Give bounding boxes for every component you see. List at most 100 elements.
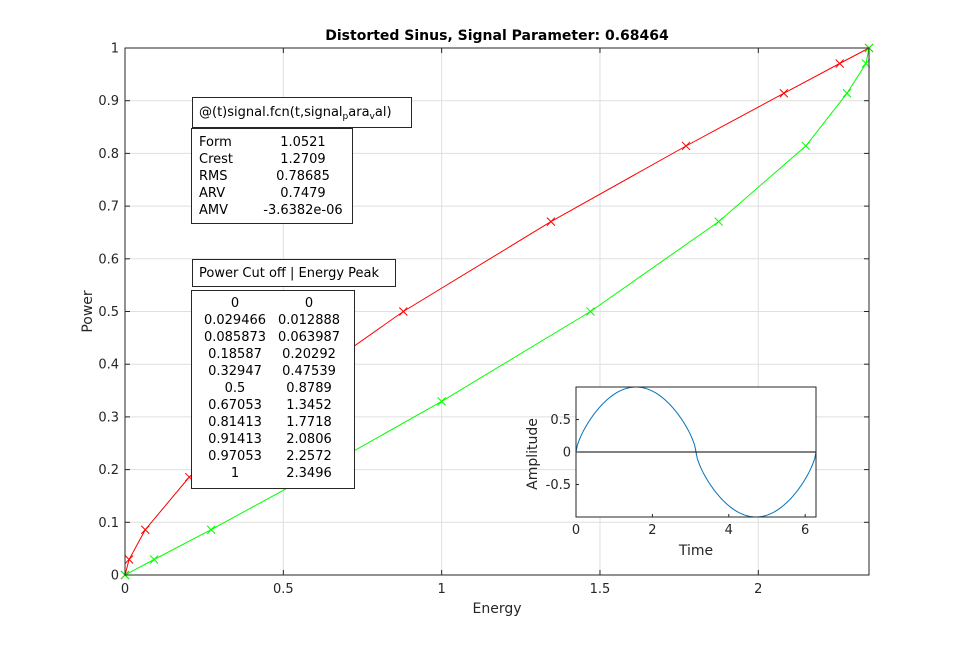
function-title-sub-1: p	[342, 112, 349, 122]
cutoff-energy: 0.8789	[286, 381, 332, 396]
x-tick-label: 0	[121, 582, 129, 597]
cutoff-energy: 2.2572	[286, 449, 332, 464]
cutoff-title-box: Power Cut off | Energy Peak	[192, 259, 396, 287]
stat-row-rms: RMS 0.78685	[199, 168, 352, 185]
series-1-marker	[398, 307, 408, 316]
cutoff-power: 0.029466	[203, 313, 267, 328]
cutoff-power: 0.67053	[208, 398, 262, 413]
inset-axes-box	[575, 386, 817, 518]
function-title-part-1: @(t)signal.fcn(t,signal	[199, 105, 343, 120]
cutoff-row: 0.32947 0.47539	[198, 363, 354, 380]
cutoff-energy: 2.0806	[286, 432, 332, 447]
series-1-marker	[140, 525, 150, 535]
y-tick-label: 0	[111, 569, 119, 584]
cutoff-energy: 1.3452	[286, 398, 332, 413]
series-2-marker	[206, 525, 216, 535]
inset-y-tick-label: 0.5	[550, 413, 571, 428]
series-2-marker	[801, 141, 811, 151]
cutoff-row: 0.5 0.8789	[198, 380, 354, 397]
stat-row-arv: ARV 0.7479	[199, 185, 352, 202]
cutoff-row: 0.18587 0.20292	[198, 346, 354, 363]
stat-value: 1.0521	[280, 135, 326, 150]
cutoff-energy: 2.3496	[286, 466, 332, 481]
y-tick-label: 1	[111, 42, 119, 57]
cutoff-power: 0.5	[224, 381, 246, 396]
inset-y-tick-label: -0.5	[546, 478, 571, 493]
cutoff-row: 1 2.3496	[198, 465, 354, 482]
series-2-marker	[149, 555, 159, 564]
function-title-part-2: ara	[348, 105, 370, 120]
series-2-marker	[437, 397, 447, 406]
x-tick-label: 1.5	[590, 582, 611, 597]
stat-name: RMS	[199, 169, 228, 184]
y-axis-label: Power	[80, 290, 96, 333]
cutoff-power: 0	[230, 296, 240, 311]
y-tick-label: 0.1	[98, 516, 119, 531]
series-1-marker	[835, 59, 845, 68]
inset-x-tick-label: 0	[572, 523, 580, 538]
y-tick-label: 0.6	[98, 252, 119, 267]
stat-name: ARV	[199, 186, 226, 201]
y-tick-label: 0.2	[98, 463, 119, 478]
stat-row-crest: Crest 1.2709	[199, 151, 352, 168]
function-title-sub-2: v	[369, 112, 375, 122]
inset-y-axis-label: Amplitude	[525, 418, 541, 490]
y-tick-label: 0.5	[98, 305, 119, 320]
y-tick-label: 0.8	[98, 147, 119, 162]
y-tick-label: 0.7	[98, 200, 119, 215]
cutoff-power: 0.91413	[208, 432, 262, 447]
series-2-marker	[586, 307, 595, 316]
inset-axes: 0 2 4 6 -0.5 0 0.5 Time Amplitude	[525, 386, 817, 559]
stat-value: 1.2709	[280, 152, 326, 167]
stat-name: AMV	[199, 203, 229, 218]
signal-stats-box: Form 1.0521 Crest 1.2709 RMS 0.78685 ARV…	[191, 128, 353, 224]
cutoff-power: 0.32947	[208, 364, 262, 379]
inset-x-tick-label: 6	[801, 523, 809, 538]
y-tick-label: 0.3	[98, 410, 119, 425]
series-1-marker	[546, 217, 556, 226]
cutoff-energy: 1.7718	[286, 415, 332, 430]
cutoff-row: 0.91413 2.0806	[198, 431, 354, 448]
axes-box	[124, 47, 870, 576]
cutoff-energy: 0.063987	[277, 330, 341, 345]
chart-title: Distorted Sinus, Signal Parameter: 0.684…	[325, 28, 669, 44]
x-tick-label: 2	[754, 582, 762, 597]
inset-x-axis-label: Time	[678, 543, 713, 559]
x-tick-label: 0.5	[273, 582, 294, 597]
stat-value: 0.7479	[280, 186, 326, 201]
series-2-marker	[842, 88, 852, 98]
cutoff-power: 0.97053	[208, 449, 262, 464]
cutoff-power: 0.81413	[208, 415, 262, 430]
function-title-part-3: al)	[374, 105, 392, 120]
cutoff-row: 0.97053 2.2572	[198, 448, 354, 465]
y-tick-label: 0.4	[98, 358, 119, 373]
series-2-marker	[714, 217, 724, 226]
cutoff-power: 0.18587	[208, 347, 262, 362]
inset-x-tick-label: 2	[648, 523, 656, 538]
stat-name: Form	[199, 135, 232, 150]
series-1-marker	[124, 555, 134, 564]
x-axis-label: Energy	[472, 601, 521, 617]
cutoff-row: 0.085873 0.063987	[198, 329, 354, 346]
cutoff-energy: 0	[304, 296, 314, 311]
function-title-box: @(t)signal.fcn(t,signalparaval)	[192, 97, 412, 128]
stat-value: 0.78685	[276, 169, 330, 184]
cutoff-energy: 0.20292	[282, 347, 336, 362]
stat-value: -3.6382e-06	[263, 203, 343, 218]
cutoff-power: 1	[230, 466, 240, 481]
series-1-marker	[681, 141, 691, 151]
cutoff-power: 0.085873	[203, 330, 267, 345]
cutoff-row: 0.029466 0.012888	[198, 312, 354, 329]
inset-y-tick-label: 0	[563, 446, 571, 461]
inset-x-tick-label: 4	[725, 523, 733, 538]
stat-row-form: Form 1.0521	[199, 134, 352, 151]
y-tick-label: 0.9	[98, 94, 119, 109]
cutoff-row: 0.67053 1.3452	[198, 397, 354, 414]
cutoff-row: 0.81413 1.7718	[198, 414, 354, 431]
cutoff-energy: 0.47539	[282, 364, 336, 379]
stat-row-amv: AMV -3.6382e-06	[199, 202, 352, 219]
x-tick-label: 1	[438, 582, 446, 597]
